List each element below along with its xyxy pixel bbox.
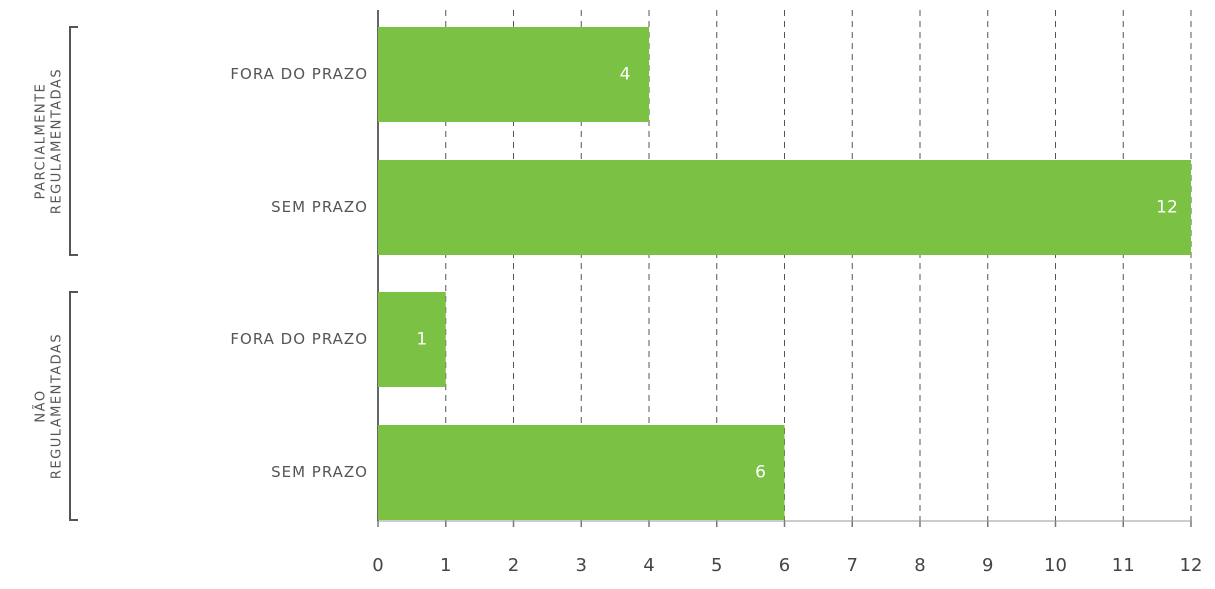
category-label: FORA DO PRAZO bbox=[230, 330, 368, 348]
value-label: 6 bbox=[755, 463, 766, 483]
x-tick-label: 9 bbox=[982, 555, 993, 576]
x-tick-label: 5 bbox=[711, 555, 722, 576]
group-bracket bbox=[69, 291, 78, 521]
x-tick-label: 3 bbox=[576, 555, 587, 576]
group-label: REGULAMENTADAS bbox=[50, 68, 65, 214]
group-bracket bbox=[69, 26, 78, 256]
x-tick-label: 0 bbox=[372, 555, 383, 576]
category-label: FORA DO PRAZO bbox=[230, 65, 368, 83]
x-tick-label: 4 bbox=[643, 555, 654, 576]
group-label: NÃO bbox=[33, 389, 49, 422]
group-label: PARCIALMENTE bbox=[34, 83, 49, 200]
value-label: 4 bbox=[620, 65, 631, 85]
value-label: 12 bbox=[1156, 198, 1178, 218]
x-tick-label: 8 bbox=[914, 555, 925, 576]
value-label: 1 bbox=[416, 330, 427, 350]
x-tick-label: 11 bbox=[1112, 555, 1135, 576]
bar bbox=[378, 27, 649, 122]
x-tick-label: 10 bbox=[1044, 555, 1067, 576]
group-label: REGULAMENTADAS bbox=[50, 333, 65, 479]
x-tick-label: 6 bbox=[779, 555, 790, 576]
x-tick-label: 7 bbox=[847, 555, 858, 576]
x-tick-label: 2 bbox=[508, 555, 519, 576]
x-tick-label: 12 bbox=[1180, 555, 1203, 576]
x-tick-label: 1 bbox=[440, 555, 451, 576]
bar bbox=[378, 425, 785, 520]
category-label: SEM PRAZO bbox=[271, 463, 368, 481]
bar bbox=[378, 160, 1191, 255]
bar bbox=[378, 292, 446, 387]
category-label: SEM PRAZO bbox=[271, 198, 368, 216]
